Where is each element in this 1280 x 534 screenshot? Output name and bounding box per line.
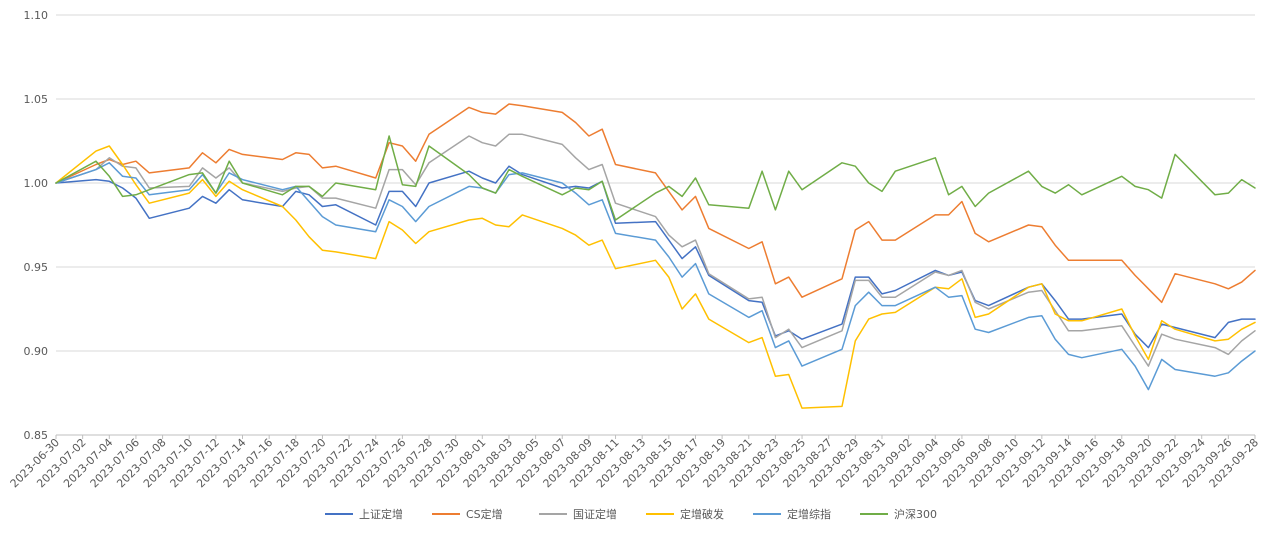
gridlines xyxy=(56,14,1255,436)
y-tick-label: 1.05 xyxy=(24,93,49,106)
legend-label: 国证定增 xyxy=(573,507,617,521)
y-tick-label: 0.95 xyxy=(24,261,49,274)
legend-label: 定增综指 xyxy=(787,507,831,521)
x-axis: 2023-06-302023-07-022023-07-042023-07-06… xyxy=(8,435,1261,490)
y-tick-label: 0.85 xyxy=(24,429,49,442)
series-line-0 xyxy=(55,165,1256,349)
series-lines xyxy=(55,103,1256,409)
legend-label: 上证定增 xyxy=(359,507,403,521)
series-line-4 xyxy=(55,162,1256,391)
legend-label: 定增破发 xyxy=(680,507,724,521)
y-tick-label: 0.90 xyxy=(24,345,49,358)
series-line-3 xyxy=(55,145,1256,409)
series-line-1 xyxy=(55,103,1256,304)
series-line-5 xyxy=(55,135,1256,221)
y-axis: 0.85 0.90 0.95 1.00 1.05 1.10 xyxy=(24,9,49,442)
series-line-2 xyxy=(55,133,1256,367)
legend-label: CS定增 xyxy=(466,507,503,521)
legend-label: 沪深300 xyxy=(894,507,937,521)
y-tick-label: 1.00 xyxy=(24,177,49,190)
legend: 上证定增 CS定增 国证定增 定增破发 定增综指 沪深300 xyxy=(325,507,937,521)
y-tick-label: 1.10 xyxy=(24,9,49,22)
